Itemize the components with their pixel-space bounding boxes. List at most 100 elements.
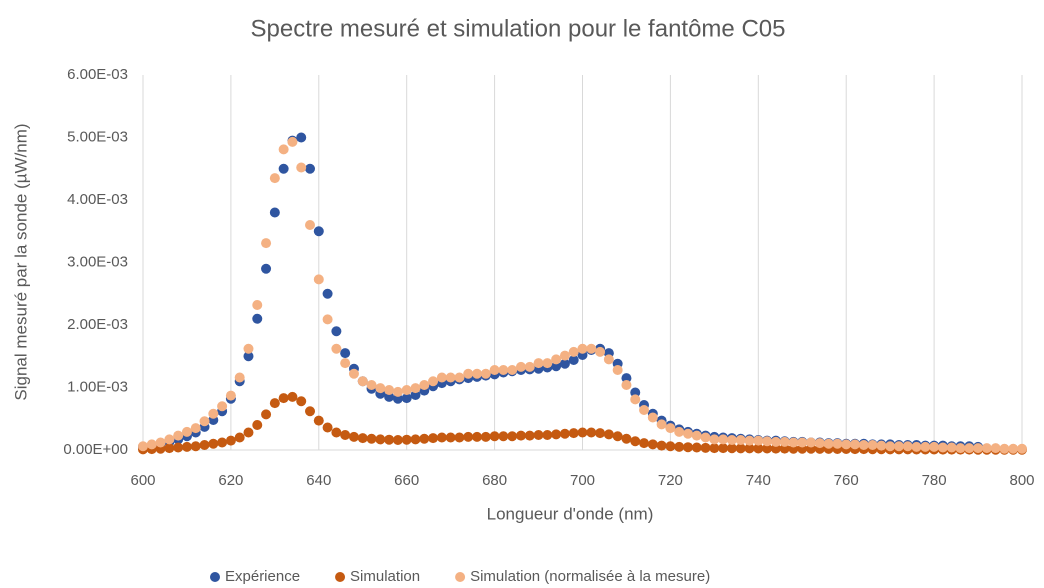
data-point bbox=[489, 431, 500, 442]
data-point bbox=[454, 372, 465, 383]
data-point bbox=[639, 438, 650, 449]
data-point bbox=[568, 428, 579, 439]
data-point bbox=[357, 376, 368, 387]
data-point bbox=[920, 441, 931, 452]
data-point bbox=[973, 443, 984, 454]
data-point bbox=[832, 438, 843, 449]
data-point bbox=[269, 207, 280, 218]
data-point bbox=[797, 437, 808, 448]
data-point bbox=[656, 440, 667, 451]
data-point bbox=[384, 391, 395, 402]
data-point bbox=[946, 442, 957, 453]
data-point bbox=[225, 390, 236, 401]
data-point bbox=[559, 428, 570, 439]
data-point bbox=[269, 173, 280, 184]
data-point bbox=[559, 350, 570, 361]
y-tick-label: 5.00E-03 bbox=[67, 128, 128, 145]
data-point bbox=[243, 343, 254, 354]
data-point bbox=[603, 429, 614, 440]
data-point bbox=[190, 423, 201, 434]
data-point bbox=[322, 314, 333, 325]
data-point bbox=[146, 439, 157, 450]
data-point bbox=[999, 443, 1010, 454]
data-point bbox=[577, 427, 588, 438]
data-point bbox=[762, 443, 773, 454]
data-point bbox=[392, 386, 403, 397]
data-point bbox=[164, 434, 175, 445]
y-axis-title: Signal mesuré par la sonde (µW/nm) bbox=[11, 123, 30, 400]
data-point bbox=[735, 443, 746, 454]
data-point bbox=[305, 163, 316, 174]
data-point bbox=[726, 443, 737, 454]
data-point bbox=[858, 440, 869, 450]
x-tick-label: 620 bbox=[218, 472, 243, 489]
data-point bbox=[287, 136, 298, 147]
data-point bbox=[199, 416, 210, 427]
data-point bbox=[885, 441, 896, 452]
data-point bbox=[375, 434, 386, 445]
data-point bbox=[340, 430, 351, 440]
data-point bbox=[665, 441, 676, 452]
data-point bbox=[568, 355, 579, 365]
data-point bbox=[639, 405, 650, 415]
data-point bbox=[603, 354, 614, 365]
data-point bbox=[647, 412, 658, 423]
data-point bbox=[595, 346, 606, 357]
data-point bbox=[876, 440, 887, 451]
data-point bbox=[806, 437, 817, 448]
data-point bbox=[630, 387, 641, 398]
data-point bbox=[507, 431, 518, 442]
data-point bbox=[524, 430, 535, 441]
data-point bbox=[551, 429, 562, 440]
data-point bbox=[305, 220, 316, 230]
data-point bbox=[190, 441, 201, 452]
data-point bbox=[278, 144, 289, 155]
data-point bbox=[375, 383, 386, 394]
data-point bbox=[955, 443, 966, 454]
data-point bbox=[243, 351, 254, 362]
data-point bbox=[515, 430, 526, 441]
data-point bbox=[744, 435, 755, 446]
data-point bbox=[436, 432, 447, 443]
y-tick-label: 6.00E-03 bbox=[67, 66, 128, 83]
data-point bbox=[498, 431, 509, 442]
data-point bbox=[331, 427, 342, 438]
data-point bbox=[823, 438, 834, 449]
data-point bbox=[331, 343, 342, 354]
data-point bbox=[788, 437, 799, 448]
data-point bbox=[691, 430, 702, 441]
data-point bbox=[384, 385, 395, 395]
data-point bbox=[700, 432, 711, 443]
legend-label: Expérience bbox=[225, 568, 300, 585]
x-tick-label: 660 bbox=[394, 472, 419, 489]
data-point bbox=[252, 420, 263, 430]
x-tick-label: 800 bbox=[1009, 472, 1034, 489]
data-point bbox=[225, 435, 236, 446]
data-point bbox=[313, 274, 324, 285]
x-tick-label: 760 bbox=[834, 472, 859, 489]
data-point bbox=[542, 358, 553, 369]
data-point bbox=[410, 390, 421, 400]
data-point bbox=[366, 380, 377, 390]
data-point bbox=[981, 443, 992, 454]
data-point bbox=[313, 415, 324, 426]
data-point bbox=[138, 441, 148, 452]
data-point bbox=[595, 428, 606, 439]
data-point bbox=[269, 398, 280, 409]
data-point bbox=[261, 263, 272, 274]
data-point bbox=[181, 441, 192, 452]
legend-swatch bbox=[335, 572, 346, 582]
data-point bbox=[577, 343, 588, 354]
data-point bbox=[392, 435, 403, 445]
data-point bbox=[278, 163, 289, 174]
data-point bbox=[278, 393, 289, 404]
data-point bbox=[305, 406, 316, 417]
data-point bbox=[348, 431, 359, 442]
chart-title: Spectre mesuré et simulation pour le fan… bbox=[251, 15, 786, 42]
data-point bbox=[454, 432, 465, 443]
data-point bbox=[234, 432, 245, 443]
data-point bbox=[436, 372, 447, 383]
data-point bbox=[709, 443, 720, 454]
data-point bbox=[313, 226, 324, 237]
